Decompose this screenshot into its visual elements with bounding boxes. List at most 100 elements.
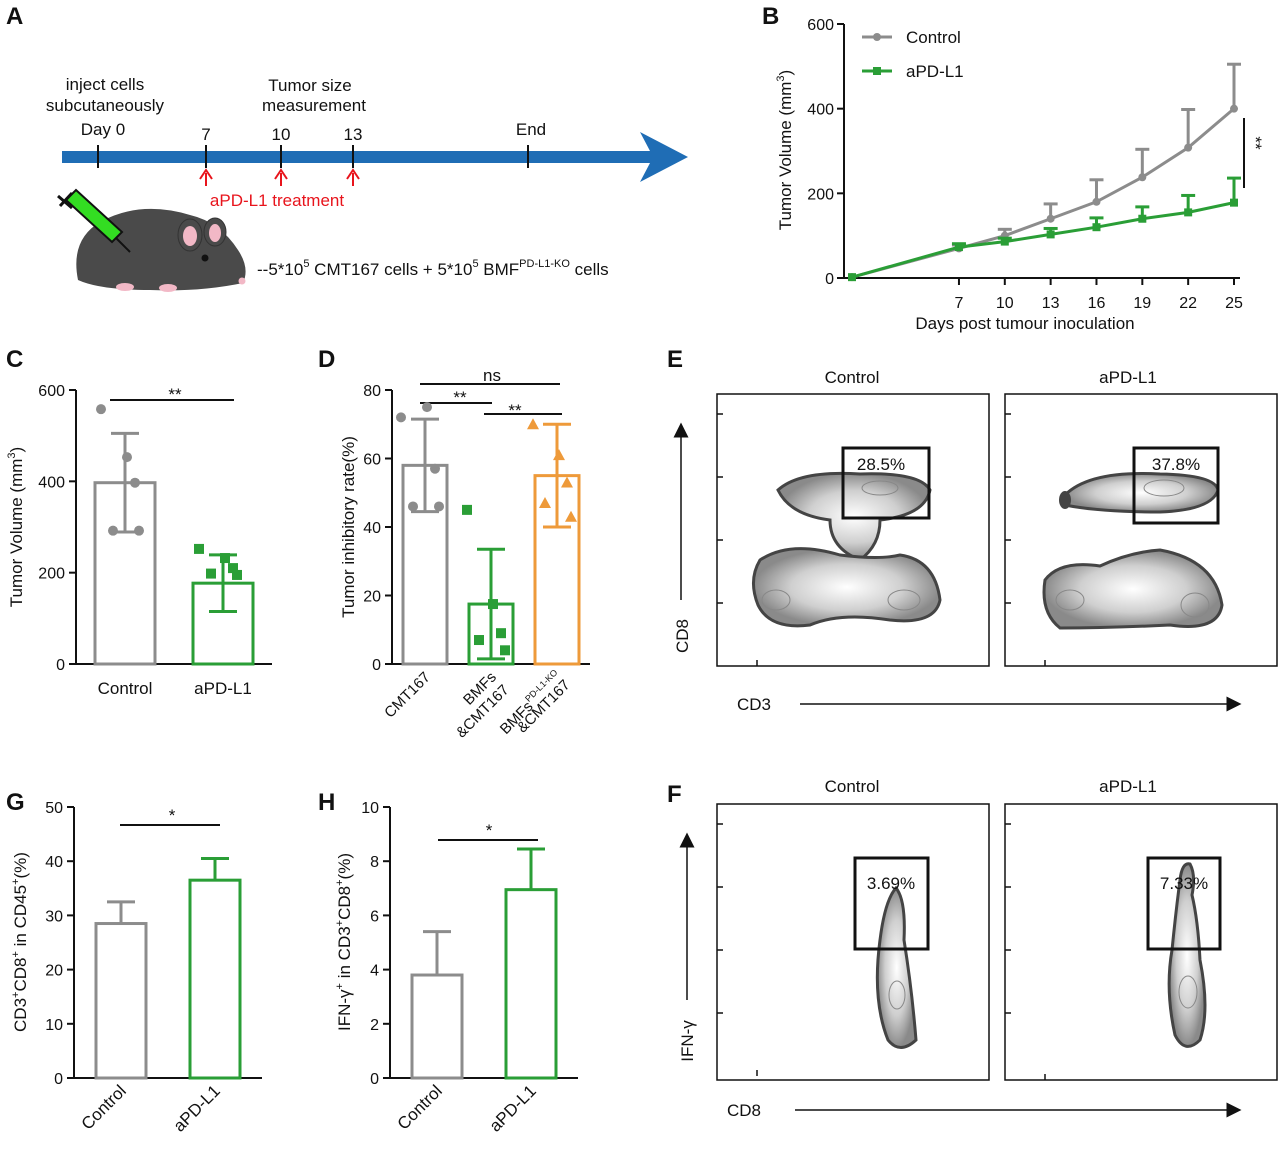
c-data-point bbox=[232, 569, 242, 580]
h-bar bbox=[410, 973, 464, 1080]
d-ylabel: Tumor inhibitory rate(%) bbox=[339, 436, 358, 618]
panel-label-c: C bbox=[6, 346, 23, 373]
b-y-tick-label: 600 bbox=[807, 17, 834, 34]
panel-label-f: F bbox=[667, 781, 682, 808]
d-category-label: CMT167 bbox=[381, 669, 434, 722]
e-xlabel: CD3 bbox=[737, 695, 771, 714]
h-category-line: Control bbox=[394, 1081, 446, 1133]
c-y-tick-label: 0 bbox=[56, 657, 65, 674]
b-series-line bbox=[851, 107, 1235, 279]
c-data-point bbox=[206, 568, 216, 579]
b-data-point bbox=[1000, 237, 1009, 246]
c-data-point bbox=[134, 525, 144, 536]
day7-label: 7 bbox=[201, 125, 210, 144]
g-category-line: aPD-L1 bbox=[170, 1081, 224, 1135]
d-data-point bbox=[561, 476, 573, 488]
c-y-tick-label: 600 bbox=[38, 383, 65, 400]
b-data-point bbox=[848, 273, 856, 282]
inject-label-1: inject cells bbox=[66, 75, 144, 94]
h-y-tick-label: 4 bbox=[370, 963, 379, 980]
d-significance-1: ** bbox=[453, 388, 467, 407]
treatment-label: aPD-L1 treatment bbox=[210, 191, 344, 210]
d-data-point bbox=[539, 497, 551, 509]
f-ylabel: IFN-γ bbox=[678, 1020, 697, 1062]
panel-g-bar-chart: G CD3+CD8+ in CD45+(%) * bbox=[6, 789, 220, 1032]
d-data-point bbox=[474, 635, 484, 646]
d-data-point bbox=[462, 504, 472, 515]
f-gate-control bbox=[853, 856, 930, 951]
g-category-line: Control bbox=[78, 1081, 130, 1133]
c-ylabel: Tumor Volume (mm3) bbox=[6, 447, 26, 607]
g-bar bbox=[188, 878, 242, 1080]
treatment-arrow bbox=[274, 168, 288, 186]
panel-h-bar-chart: H IFN-γ+ in CD3+CD8+(%) * bbox=[318, 789, 538, 1031]
panel-e-flow: E Control aPD-L1 28.5% 37.8% CD8 CD3 bbox=[667, 346, 1278, 714]
c-data-point bbox=[96, 404, 106, 415]
b-x-tick-label: 19 bbox=[1133, 295, 1151, 312]
b-data-point bbox=[1138, 214, 1147, 223]
legend-apdl1: aPD-L1 bbox=[906, 62, 964, 81]
c-data-point bbox=[122, 452, 132, 463]
b-data-point bbox=[1092, 223, 1101, 232]
timeline-arrow bbox=[62, 132, 688, 182]
treatment-arrow bbox=[346, 168, 360, 186]
b-data-point bbox=[1046, 214, 1055, 223]
e-title-control: Control bbox=[825, 368, 880, 387]
d-data-point bbox=[430, 463, 440, 474]
panel-label-d: D bbox=[318, 346, 335, 373]
c-data-point bbox=[228, 563, 238, 574]
e-gate-control bbox=[841, 446, 931, 520]
d-data-point bbox=[496, 628, 506, 639]
b-data-point bbox=[1230, 198, 1238, 207]
f-gate-apdl1 bbox=[1146, 856, 1222, 951]
d-y-tick-label: 40 bbox=[363, 520, 381, 537]
b-data-point bbox=[1046, 230, 1055, 239]
e-gate-apdl1 bbox=[1132, 446, 1220, 525]
day0-label: Day 0 bbox=[81, 120, 125, 139]
cells-description: --5*105 CMT167 cells + 5*105 BMFPD-L1-KO… bbox=[257, 258, 609, 279]
d-data-point bbox=[434, 501, 444, 512]
d-category-line: CMT167 bbox=[381, 669, 434, 722]
h-y-tick-label: 6 bbox=[370, 908, 379, 925]
b-x-tick-label: 13 bbox=[1042, 295, 1060, 312]
b-y-tick-label: 0 bbox=[825, 271, 834, 288]
e-title-apdl1: aPD-L1 bbox=[1099, 368, 1157, 387]
g-y-tick-label: 20 bbox=[45, 963, 63, 980]
g-ylabel: CD3+CD8+ in CD45+(%) bbox=[10, 852, 30, 1032]
b-data-point bbox=[954, 243, 963, 252]
c-significance: ** bbox=[168, 385, 182, 404]
b-xlabel: Days post tumour inoculation bbox=[915, 314, 1134, 333]
d-y-tick-label: 60 bbox=[363, 452, 381, 469]
d-category-label: BMFsPD-L1-KO&CMT167 bbox=[495, 667, 573, 745]
b-significance: ** bbox=[1246, 136, 1265, 150]
h-significance: * bbox=[486, 821, 493, 840]
day13-label: 13 bbox=[344, 125, 363, 144]
f-plot-apdl1 bbox=[1004, 803, 1278, 1081]
b-x-tick-label: 16 bbox=[1088, 295, 1106, 312]
c-data-point bbox=[194, 543, 204, 554]
f-apdl1-population bbox=[1167, 862, 1207, 1048]
panel-d-bar-chart: D Tumor inhibitory rate(%) ns ** ** bbox=[318, 346, 562, 618]
g-y-tick-label: 0 bbox=[54, 1071, 63, 1088]
panel-f-flow: F Control aPD-L1 3.69% 7.33% IFN-γ CD8 bbox=[667, 777, 1278, 1120]
b-series-line bbox=[851, 201, 1235, 279]
panel-b-line-chart: B Control aPD-L1 Days post tumour inocul… bbox=[762, 3, 1265, 333]
d-data-point bbox=[553, 449, 565, 461]
f-title-control: Control bbox=[825, 777, 880, 796]
g-y-tick-label: 50 bbox=[45, 800, 63, 817]
h-category-label: aPD-L1 bbox=[486, 1081, 540, 1135]
b-data-point bbox=[1092, 197, 1101, 206]
h-y-tick-label: 0 bbox=[370, 1071, 379, 1088]
b-ylabel: Tumor Volume (mm3) bbox=[775, 70, 795, 230]
b-data-point bbox=[1184, 143, 1193, 152]
d-data-point bbox=[422, 402, 432, 413]
d-data-point bbox=[408, 501, 418, 512]
e-apdl1-population bbox=[1042, 472, 1224, 630]
b-x-tick-label: 10 bbox=[996, 295, 1014, 312]
f-control-population bbox=[875, 885, 918, 1049]
d-data-point bbox=[488, 599, 498, 610]
c-data-point bbox=[130, 477, 140, 488]
d-y-tick-label: 20 bbox=[363, 589, 381, 606]
d-significance-2: ** bbox=[508, 401, 522, 420]
